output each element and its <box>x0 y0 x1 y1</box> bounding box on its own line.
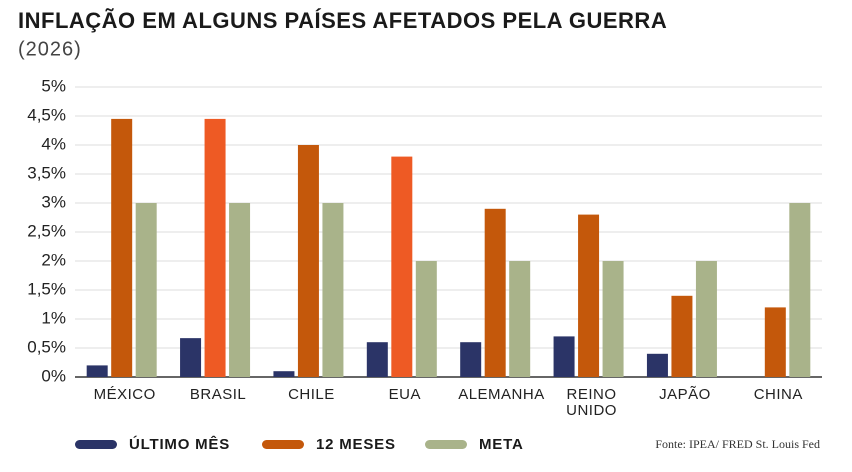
y-tick-label: 5% <box>41 76 66 95</box>
legend-swatch <box>75 440 117 449</box>
legend-label: 12 MESES <box>316 436 396 453</box>
bar <box>553 336 575 377</box>
x-tick-label: CHILE <box>288 386 335 403</box>
y-tick-label: 0% <box>41 366 66 385</box>
legend-label: META <box>479 436 524 453</box>
bar <box>695 261 717 377</box>
x-tick-label: CHINA <box>753 386 803 403</box>
bar <box>297 145 319 377</box>
y-tick-label: 1,5% <box>27 279 66 298</box>
x-tick-label: ALEMANHA <box>458 386 545 403</box>
chart-title: INFLAÇÃO EM ALGUNS PAÍSES AFETADOS PELA … <box>18 8 667 33</box>
source: Fonte: IPEA/ FRED St. Louis Fed <box>655 437 820 451</box>
y-tick-label: 0,5% <box>27 337 66 356</box>
bar <box>509 261 531 377</box>
chart-subtitle: (2026) <box>18 38 82 60</box>
y-tick-label: 2,5% <box>27 221 66 240</box>
legend-swatch <box>425 440 467 449</box>
bar <box>789 203 811 377</box>
x-tick-label: BRASIL <box>189 386 247 403</box>
bar <box>391 156 413 377</box>
x-tick-label: EUA <box>388 386 421 403</box>
y-tick-label: 1% <box>41 308 66 327</box>
x-tick-label: REINO UNIDO <box>566 386 617 419</box>
legend-label: ÚLTIMO MÊS <box>129 435 230 453</box>
bar <box>135 203 157 377</box>
bar <box>204 118 226 378</box>
bar <box>602 261 624 377</box>
y-tick-label: 4% <box>41 134 66 153</box>
y-tick-label: 4,5% <box>27 105 66 124</box>
bar <box>86 365 108 377</box>
x-tick-label: MÉXICO <box>93 386 156 403</box>
y-tick-label: 3% <box>41 192 66 211</box>
bar <box>229 203 251 377</box>
bar <box>764 307 786 377</box>
bar <box>415 261 437 377</box>
bar <box>460 342 482 377</box>
bar <box>322 203 344 377</box>
bar <box>671 295 693 377</box>
bar <box>578 214 600 377</box>
x-tick-label: JAPÃO <box>659 386 711 403</box>
legend-swatch <box>262 440 304 449</box>
y-tick-label: 2% <box>41 250 66 269</box>
bar <box>180 338 202 377</box>
bar <box>273 371 295 377</box>
bar <box>646 353 668 377</box>
bar <box>484 208 506 377</box>
y-tick-label: 3,5% <box>27 163 66 182</box>
bar <box>111 118 133 378</box>
bar <box>366 342 388 377</box>
